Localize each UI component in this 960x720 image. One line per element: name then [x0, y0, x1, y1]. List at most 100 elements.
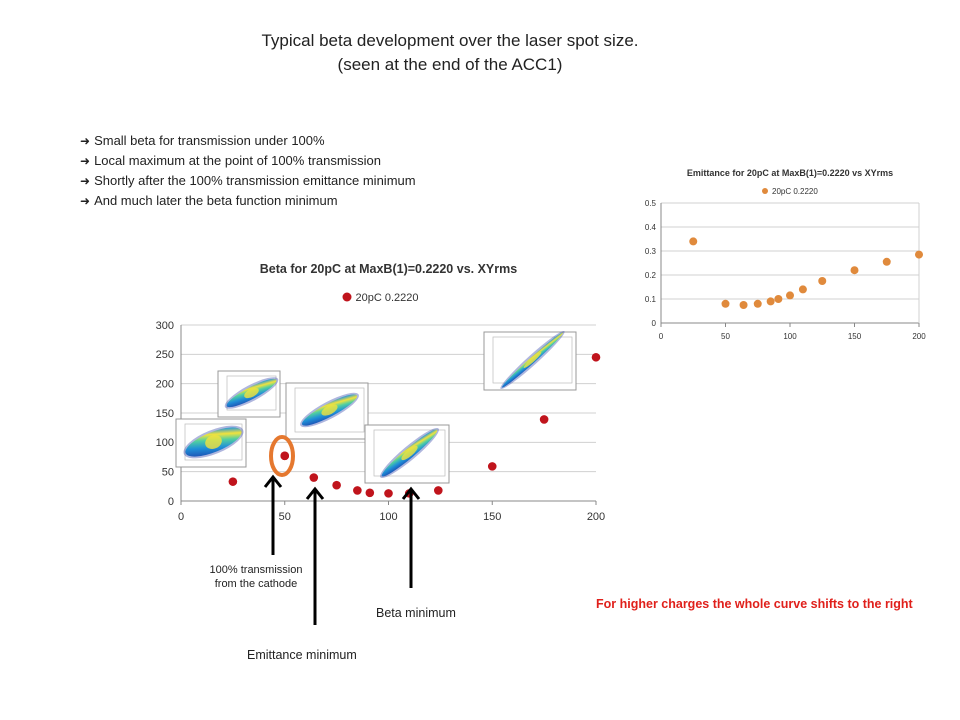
y-tick-label: 250: [156, 349, 174, 361]
x-tick-label: 100: [379, 511, 397, 523]
inset-core: [321, 404, 338, 416]
y-tick-label: 0.4: [645, 223, 657, 232]
bullet-item: ➜ Local maximum at the point of 100% tran…: [80, 151, 416, 171]
inset-core: [244, 387, 259, 399]
y-tick-label: 0.5: [645, 199, 657, 208]
data-point: [689, 237, 698, 246]
data-point: [539, 415, 549, 424]
inset-axes: [492, 336, 573, 384]
x-tick-label: 150: [848, 332, 862, 341]
data-point: [786, 291, 794, 300]
inset-axes: [226, 375, 277, 411]
arrow-right-icon: ➜: [80, 194, 91, 208]
beta-minimum-label: Beta minimum: [376, 606, 456, 620]
arrow-head: [263, 474, 283, 488]
phase-space-inset: [285, 382, 369, 440]
data-point: [774, 295, 783, 303]
data-point: [228, 477, 238, 486]
slide-title-line-2: (seen at the end of the ACC1): [337, 55, 563, 74]
arrow-head: [401, 486, 421, 500]
slide-title: Typical beta development over the laser …: [200, 29, 700, 77]
data-point: [332, 480, 341, 490]
x-tick-label: 0: [659, 332, 664, 341]
chart-title: Emittance for 20pC at MaxB(1)=0.2220 vs …: [687, 168, 893, 178]
y-tick-label: 0: [652, 319, 657, 328]
data-point: [882, 257, 891, 266]
data-point: [487, 462, 497, 471]
inset-core: [205, 435, 222, 449]
x-tick-label: 0: [178, 511, 184, 523]
bullet-text: Small beta for transmission under 100%: [94, 133, 325, 148]
emittance-chart: Emittance for 20pC at MaxB(1)=0.2220 vs …: [645, 168, 926, 341]
x-tick-label: 50: [721, 332, 730, 341]
emittance-minimum-label: Emittance minimum: [247, 648, 357, 662]
slide-title-line-1: Typical beta development over the laser …: [261, 31, 639, 50]
data-point: [365, 488, 375, 498]
arrow-right-icon: ➜: [80, 154, 91, 168]
transmission-note-line-1: 100% transmission: [209, 564, 303, 576]
inset-core: [401, 445, 418, 461]
beta-chart: Beta for 20pC at MaxB(1)=0.2220 vs. XYrm…: [156, 262, 606, 523]
x-tick-label: 50: [279, 511, 291, 523]
arrow-up-icon: [263, 474, 283, 555]
legend-label: 20pC 0.2220: [356, 292, 419, 304]
data-point: [739, 301, 748, 309]
data-point: [915, 250, 923, 259]
bullet-item: ➜ Shortly after the 100% transmission emi…: [80, 171, 416, 191]
inset-axes: [373, 429, 446, 477]
data-point: [309, 473, 319, 482]
phase-space-insets: [175, 330, 577, 484]
data-point: [384, 489, 393, 498]
bullet-text: Local maximum at the point of 100% trans…: [94, 153, 381, 168]
data-point: [850, 266, 859, 275]
x-tick-label: 150: [483, 511, 501, 523]
x-tick-label: 200: [912, 332, 926, 341]
data-point: [818, 277, 827, 285]
y-tick-label: 150: [156, 408, 174, 420]
highlighted-point: [280, 451, 290, 461]
arrow-head: [305, 486, 325, 500]
arrow-up-icon: [305, 486, 325, 625]
data-point: [591, 352, 601, 362]
y-tick-label: 0.1: [645, 295, 657, 304]
data-point: [721, 299, 730, 308]
y-tick-label: 100: [156, 437, 174, 449]
arrow-right-icon: ➜: [80, 174, 91, 188]
phase-space-inset: [175, 418, 247, 468]
data-point: [434, 486, 443, 495]
phase-space-inset: [483, 330, 577, 391]
y-tick-label: 0: [168, 496, 174, 508]
inset-axes: [184, 423, 243, 461]
bullet-text: And much later the beta function minimum: [94, 193, 338, 208]
y-tick-label: 50: [162, 467, 174, 479]
y-tick-label: 200: [156, 379, 174, 391]
inset-axes: [294, 387, 365, 433]
y-tick-label: 300: [156, 320, 174, 332]
arrow-right-icon: ➜: [80, 134, 91, 148]
chart-title: Beta for 20pC at MaxB(1)=0.2220 vs. XYrm…: [260, 262, 517, 276]
bullet-item: ➜ Small beta for transmission under 100%: [80, 131, 416, 151]
data-point: [753, 299, 762, 308]
legend-marker: [342, 292, 352, 302]
y-tick-label: 0.3: [645, 247, 657, 256]
bullet-item: ➜ And much later the beta function minimu…: [80, 191, 416, 211]
bullet-list: ➜ Small beta for transmission under 100% …: [80, 131, 416, 211]
legend-label: 20pC 0.2220: [772, 187, 818, 196]
legend-marker: [762, 188, 768, 194]
bullet-text: Shortly after the 100% transmission emit…: [94, 173, 416, 188]
data-point: [798, 285, 807, 294]
annotation-overlay: [263, 435, 421, 625]
transmission-note-line-2: from the cathode: [214, 578, 298, 590]
highlight-ellipse-icon: [269, 435, 295, 477]
inset-core: [523, 352, 542, 368]
arrow-up-icon: [401, 486, 421, 588]
x-tick-label: 200: [587, 511, 605, 523]
shift-note: For higher charges the whole curve shift…: [596, 597, 913, 611]
phase-space-inset: [217, 370, 281, 418]
data-point: [766, 297, 775, 306]
data-point: [353, 486, 362, 495]
transmission-note: 100% transmission from the cathode: [198, 563, 314, 591]
x-tick-label: 100: [783, 332, 797, 341]
